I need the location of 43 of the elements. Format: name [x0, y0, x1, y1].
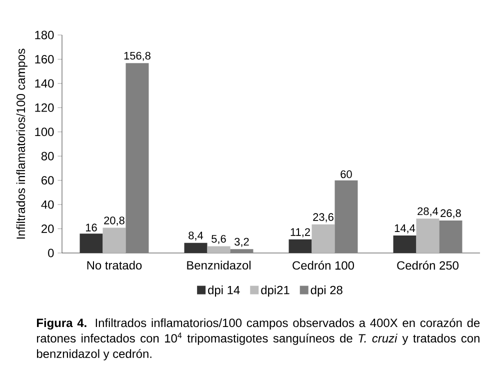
- y-tick-label: 0: [48, 248, 54, 258]
- data-label: 28,4: [418, 207, 438, 216]
- x-tick-label: Cedrón 100: [292, 260, 354, 270]
- bar: [207, 246, 230, 253]
- y-tick-label: 120: [35, 103, 54, 112]
- y-tick-label: 160: [35, 54, 54, 64]
- y-tick-label: 60: [42, 176, 54, 185]
- bar: [288, 239, 312, 253]
- data-label: 20,8: [104, 216, 124, 226]
- bar: [230, 249, 254, 253]
- bar: [80, 234, 103, 253]
- legend-label: dpi 28: [310, 286, 342, 297]
- y-tick-label: 80: [41, 152, 54, 160]
- legend-label: dpi 14: [208, 286, 240, 297]
- data-label: 60: [340, 170, 352, 178]
- bar: [126, 63, 149, 253]
- y-axis-title: Infiltrados inflamatorios/100 campos: [16, 48, 28, 239]
- bar: [439, 220, 462, 253]
- x-tick-label: Cedrón 250: [397, 260, 459, 270]
- y-tick-label: 140: [35, 79, 54, 88]
- y-tick-label: 40: [41, 200, 54, 209]
- x-tick-label: No tratado: [87, 260, 142, 270]
- bar: [334, 180, 358, 253]
- x-tick-label: Benznidazol: [187, 260, 251, 270]
- data-label: 8,4: [188, 232, 204, 241]
- bar: [393, 236, 416, 253]
- data-label: 14,4: [394, 224, 416, 234]
- data-label: 3,2: [234, 238, 249, 247]
- legend-label: dpi21: [261, 286, 290, 297]
- y-tick-label: 180: [35, 30, 54, 40]
- y-tick-label: 100: [35, 128, 54, 136]
- bar: [102, 228, 126, 253]
- bar: [416, 218, 440, 253]
- bar: [312, 224, 335, 253]
- data-label: 156,8: [124, 52, 150, 61]
- data-label: 23,6: [313, 213, 334, 222]
- data-label: 5,6: [212, 234, 226, 244]
- y-tick-label: 20: [42, 224, 54, 233]
- data-label: 16: [86, 224, 97, 232]
- bar: [184, 242, 208, 253]
- text: Figura 4. Infiltrados inflamatorios/100 campos observados a 400X en corazón de ratones infectados con 10$^{4}$ tripomastigotes sanguíneos de T. cruzi y tratados con benznidazol y cedrón.: [36, 318, 480, 360]
- data-label: 26,8: [440, 209, 461, 218]
- data-label: 11,2: [290, 228, 310, 238]
